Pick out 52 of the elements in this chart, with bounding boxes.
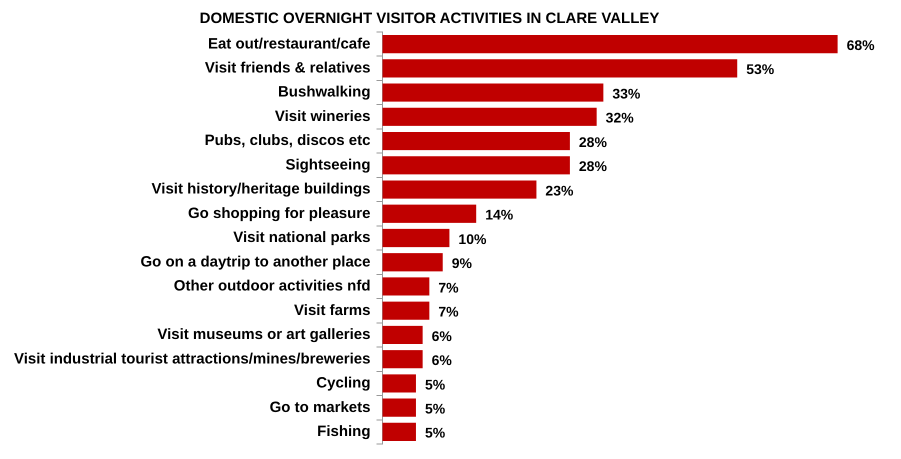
data-label: 53% xyxy=(746,61,775,78)
data-label: 33% xyxy=(612,85,641,102)
y-tick-label: Visit history/heritage buildings xyxy=(152,180,370,198)
bar xyxy=(382,59,738,78)
y-tick-label: Go on a daytrip to another place xyxy=(140,253,370,270)
bar xyxy=(382,422,416,441)
data-label: 6% xyxy=(432,328,452,344)
y-tick-label: Visit friends & relatives xyxy=(204,59,370,76)
y-tick-label: Visit industrial tourist attractions/mines/breweries xyxy=(14,350,370,368)
data-label: 32% xyxy=(606,110,634,126)
data-label: 10% xyxy=(458,230,487,247)
y-tick-label: Visit museums or art galleries xyxy=(157,326,370,344)
bar xyxy=(382,204,476,223)
data-label: 68% xyxy=(846,36,876,53)
data-label: 23% xyxy=(545,182,574,198)
data-label: 9% xyxy=(452,255,473,272)
data-label: 5% xyxy=(424,400,446,417)
y-tick-label: Go shopping for pleasure xyxy=(188,204,370,222)
y-tick-label: Pubs, clubs, discos etc xyxy=(204,132,370,150)
data-label: 6% xyxy=(432,352,452,368)
bar xyxy=(382,132,570,150)
y-tick-label: Cycling xyxy=(316,374,370,392)
data-label: 7% xyxy=(438,279,460,296)
bar xyxy=(382,180,536,199)
bar xyxy=(382,156,570,174)
y-tick-label: Fishing xyxy=(317,423,370,440)
y-tick-label: Visit farms xyxy=(294,302,370,319)
chart-title: DOMESTIC OVERNIGHT VISITOR ACTIVITIES IN CLARE VALLEY xyxy=(200,10,660,28)
bar xyxy=(382,84,604,102)
bar xyxy=(382,374,416,392)
y-tick-label: Bushwalking xyxy=(278,84,370,101)
bar xyxy=(382,35,838,54)
bar xyxy=(382,398,416,417)
data-label: 28% xyxy=(578,158,608,174)
bar xyxy=(382,302,430,320)
bar xyxy=(382,277,430,296)
y-tick-label: Eat out/restaurant/cafe xyxy=(208,35,370,52)
y-tick-label: Other outdoor activities nfd xyxy=(174,278,370,295)
data-label: 7% xyxy=(438,304,460,320)
y-tick-label: Visit national parks xyxy=(233,229,370,246)
y-tick-label: Go to markets xyxy=(270,398,370,416)
data-label: 5% xyxy=(424,424,446,441)
data-label: 28% xyxy=(578,134,608,150)
bar xyxy=(382,350,423,368)
data-label: 14% xyxy=(485,206,514,223)
y-tick-label: Sightseeing xyxy=(285,156,370,174)
data-label: 5% xyxy=(424,376,446,392)
bar xyxy=(382,228,450,248)
bar xyxy=(382,108,597,126)
bar xyxy=(382,253,443,272)
bar xyxy=(382,326,423,344)
y-tick-label: Visit wineries xyxy=(274,108,370,125)
